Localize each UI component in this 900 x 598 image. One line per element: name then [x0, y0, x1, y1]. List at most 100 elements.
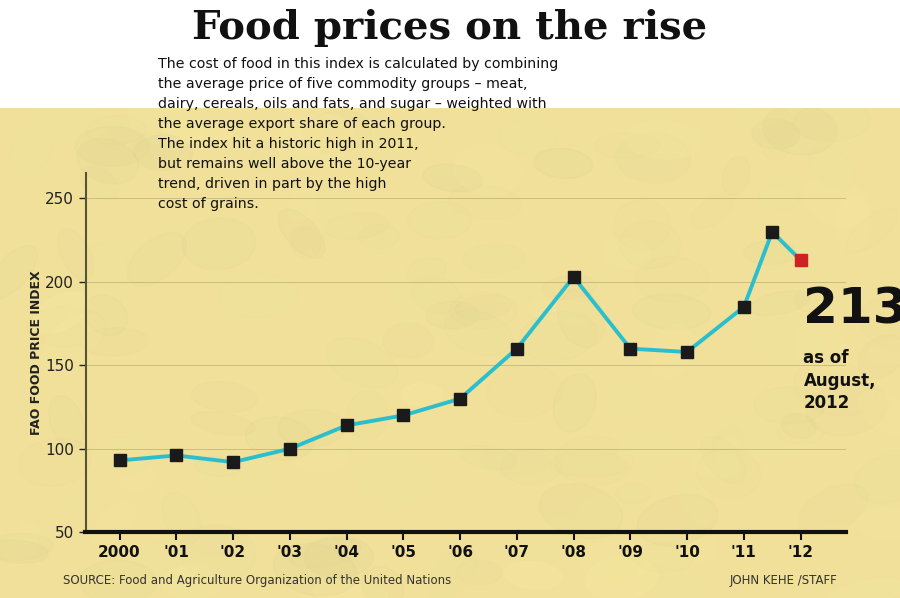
Ellipse shape: [732, 147, 799, 199]
Ellipse shape: [782, 414, 816, 438]
Ellipse shape: [550, 451, 628, 477]
Ellipse shape: [426, 301, 479, 329]
Ellipse shape: [454, 145, 521, 196]
Text: 213: 213: [804, 285, 900, 333]
Ellipse shape: [304, 536, 374, 578]
Ellipse shape: [129, 96, 204, 150]
Ellipse shape: [608, 385, 645, 410]
Ellipse shape: [746, 314, 828, 363]
Ellipse shape: [594, 133, 660, 158]
Ellipse shape: [58, 229, 94, 280]
Ellipse shape: [854, 455, 900, 504]
Ellipse shape: [794, 102, 870, 141]
Ellipse shape: [284, 209, 318, 231]
Ellipse shape: [359, 224, 400, 248]
Ellipse shape: [859, 507, 900, 541]
Ellipse shape: [711, 425, 744, 472]
Ellipse shape: [347, 391, 388, 440]
Ellipse shape: [501, 448, 562, 484]
Ellipse shape: [750, 291, 810, 316]
Ellipse shape: [616, 484, 651, 504]
Ellipse shape: [613, 200, 670, 250]
Ellipse shape: [284, 251, 342, 280]
Ellipse shape: [742, 423, 789, 462]
Ellipse shape: [249, 147, 278, 170]
Ellipse shape: [291, 227, 321, 258]
Text: JOHN KEHE /STAFF: JOHN KEHE /STAFF: [729, 574, 837, 587]
Ellipse shape: [408, 202, 472, 239]
Ellipse shape: [418, 581, 469, 598]
Ellipse shape: [717, 565, 775, 594]
Ellipse shape: [794, 322, 850, 373]
Ellipse shape: [343, 127, 410, 154]
Ellipse shape: [19, 438, 92, 486]
Ellipse shape: [667, 526, 737, 566]
Ellipse shape: [398, 269, 444, 325]
Ellipse shape: [539, 484, 623, 539]
Ellipse shape: [846, 208, 898, 252]
Ellipse shape: [449, 185, 522, 219]
Ellipse shape: [523, 518, 600, 563]
Ellipse shape: [191, 411, 255, 435]
Ellipse shape: [858, 390, 900, 438]
Ellipse shape: [625, 121, 701, 159]
Ellipse shape: [519, 312, 597, 361]
Ellipse shape: [75, 244, 130, 294]
Ellipse shape: [101, 437, 150, 473]
Ellipse shape: [142, 488, 185, 528]
Ellipse shape: [76, 139, 139, 184]
Ellipse shape: [0, 533, 52, 560]
Ellipse shape: [585, 557, 658, 598]
Ellipse shape: [293, 447, 349, 473]
Ellipse shape: [303, 111, 371, 153]
Ellipse shape: [161, 566, 223, 598]
Ellipse shape: [619, 221, 681, 269]
Ellipse shape: [858, 335, 900, 378]
Ellipse shape: [219, 273, 299, 318]
Text: Food prices on the rise: Food prices on the rise: [193, 9, 707, 47]
Ellipse shape: [679, 475, 712, 526]
Ellipse shape: [195, 548, 225, 598]
Ellipse shape: [275, 115, 353, 170]
Ellipse shape: [836, 197, 871, 251]
Ellipse shape: [455, 295, 511, 319]
Ellipse shape: [358, 382, 423, 424]
Ellipse shape: [868, 340, 900, 363]
Ellipse shape: [642, 527, 716, 568]
Ellipse shape: [371, 495, 442, 541]
Ellipse shape: [542, 275, 597, 300]
Ellipse shape: [325, 213, 388, 240]
Ellipse shape: [134, 135, 193, 170]
Ellipse shape: [806, 382, 888, 436]
Ellipse shape: [637, 495, 718, 546]
Ellipse shape: [0, 246, 37, 300]
Ellipse shape: [444, 310, 512, 355]
Ellipse shape: [463, 245, 525, 273]
Ellipse shape: [192, 382, 257, 412]
Ellipse shape: [428, 546, 477, 598]
Ellipse shape: [722, 156, 751, 196]
Ellipse shape: [830, 579, 900, 598]
Ellipse shape: [110, 236, 171, 258]
Ellipse shape: [461, 446, 516, 469]
Ellipse shape: [504, 562, 562, 589]
Ellipse shape: [527, 300, 602, 323]
Ellipse shape: [763, 104, 837, 155]
Ellipse shape: [526, 334, 567, 359]
Ellipse shape: [281, 116, 327, 155]
Ellipse shape: [188, 526, 248, 557]
Ellipse shape: [79, 560, 157, 598]
Ellipse shape: [94, 502, 137, 545]
Ellipse shape: [618, 433, 676, 471]
Ellipse shape: [860, 298, 900, 353]
Ellipse shape: [194, 456, 242, 476]
Ellipse shape: [362, 567, 404, 598]
Ellipse shape: [167, 563, 219, 598]
Ellipse shape: [313, 581, 388, 598]
Ellipse shape: [638, 558, 701, 598]
Ellipse shape: [130, 148, 203, 196]
Ellipse shape: [652, 324, 693, 379]
Ellipse shape: [481, 155, 529, 181]
Ellipse shape: [481, 447, 548, 474]
Ellipse shape: [579, 541, 652, 580]
